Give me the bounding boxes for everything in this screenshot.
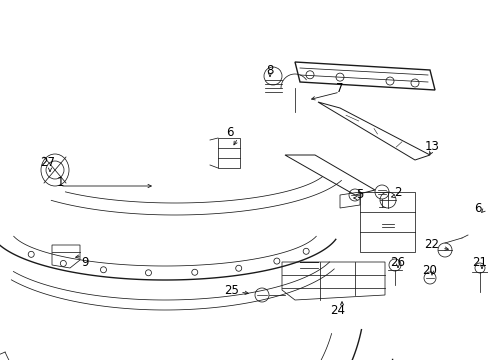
Text: 7: 7 xyxy=(336,81,343,94)
Text: 8: 8 xyxy=(266,63,273,77)
Text: 20: 20 xyxy=(422,264,437,276)
Text: 13: 13 xyxy=(424,139,439,153)
Text: 6: 6 xyxy=(226,126,233,139)
Bar xyxy=(359,192,414,252)
Text: 21: 21 xyxy=(471,256,487,269)
Text: 26: 26 xyxy=(390,256,405,269)
Text: 1: 1 xyxy=(56,175,63,189)
Text: 6: 6 xyxy=(473,202,481,215)
Text: 9: 9 xyxy=(81,256,88,269)
Text: 27: 27 xyxy=(41,156,55,168)
Text: 22: 22 xyxy=(424,238,439,251)
Text: 5: 5 xyxy=(356,189,363,202)
Text: 24: 24 xyxy=(330,303,345,316)
Text: 25: 25 xyxy=(224,284,239,297)
Text: 2: 2 xyxy=(393,185,401,198)
